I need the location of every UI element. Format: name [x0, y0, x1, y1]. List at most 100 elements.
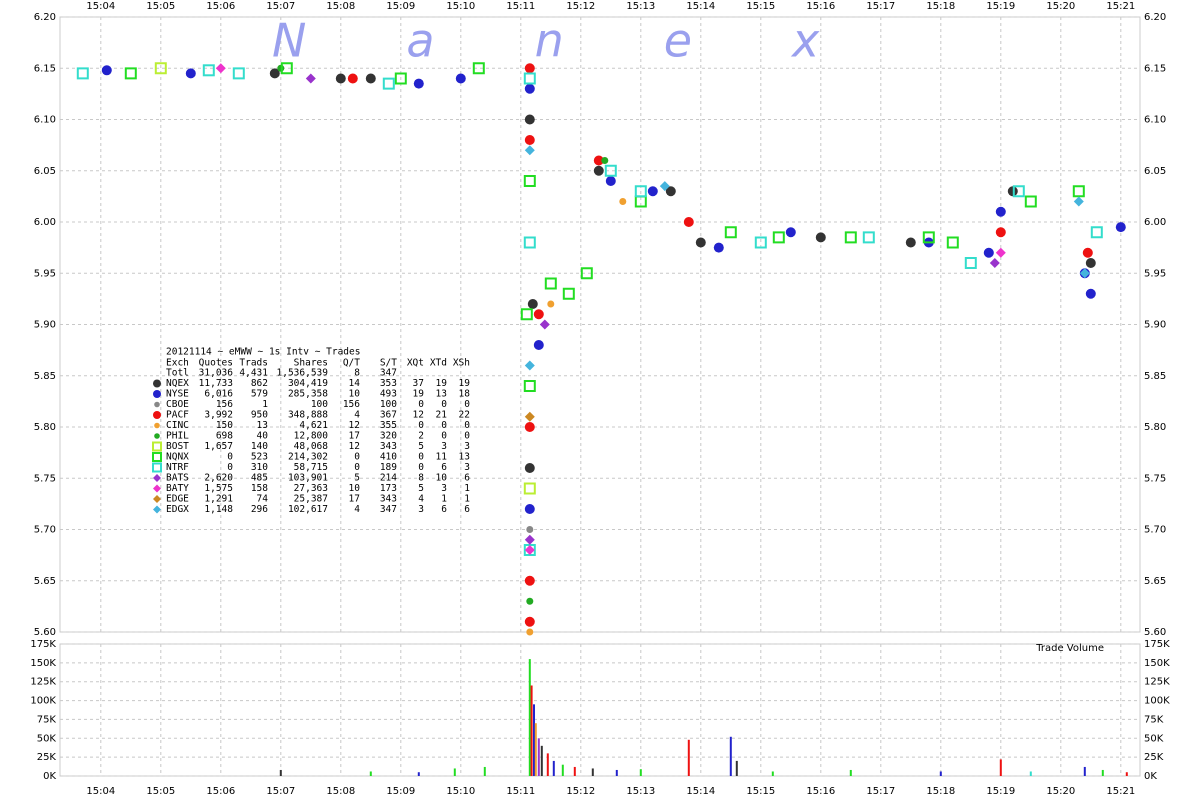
marker: [580, 267, 593, 280]
x-tick-label: 15:19: [986, 786, 1015, 797]
legend-stat: 2: [418, 431, 424, 442]
legend-stat: 862: [251, 378, 268, 389]
marker: [562, 287, 575, 300]
marker: [989, 258, 1000, 268]
x-tick-label: 15:11: [506, 786, 535, 797]
legend-stat: 285,358: [288, 389, 328, 400]
legend-stat: 1: [262, 399, 268, 410]
marker: [754, 236, 767, 249]
legend-header: S/T: [380, 358, 397, 369]
marker: [713, 242, 724, 253]
legend-stat: 6: [441, 462, 447, 473]
legend-marker: [152, 441, 162, 452]
marker: [527, 299, 538, 309]
marker: [593, 165, 604, 176]
x-tick-label: 15:07: [266, 786, 295, 797]
legend-stat: 12: [349, 441, 360, 452]
legend-total-name: Totl: [166, 368, 189, 379]
legend-entry: BATY: [166, 483, 189, 494]
marker: [619, 198, 627, 205]
marker: [964, 257, 977, 269]
legend-stat: 296: [251, 504, 268, 515]
bar: [1125, 772, 1128, 776]
legend-stat: 0: [464, 399, 470, 410]
legend-stat: 698: [216, 431, 233, 442]
marker: [1012, 185, 1025, 198]
legend-stat: 0: [464, 431, 470, 442]
x-tick-label-top: 15:13: [626, 1, 655, 12]
bar: [533, 704, 535, 776]
y-tick-label: 6.00: [34, 217, 56, 228]
bar: [561, 764, 564, 776]
marker: [524, 422, 535, 432]
legend-marker: [154, 401, 160, 408]
legend-stat: 173: [380, 483, 397, 494]
legend-entry: PHIL: [166, 431, 189, 442]
bar: [552, 760, 555, 776]
marker: [695, 237, 706, 248]
marker: [202, 64, 215, 77]
x-tick-label-top: 15:08: [326, 1, 355, 12]
y-tick-label-right: 6.15: [1144, 63, 1166, 74]
marker: [533, 340, 544, 350]
legend-stat: 5: [354, 473, 360, 484]
legend-stat: 19: [413, 389, 425, 400]
bar: [939, 771, 942, 776]
y-tick-label-right: 5.65: [1144, 576, 1166, 587]
legend-stat: 6: [464, 473, 470, 484]
legend-stat: 0: [354, 452, 360, 463]
legend-stat: 343: [380, 494, 397, 505]
marker: [683, 217, 694, 227]
y-tick-label: 125K: [30, 677, 56, 688]
y-tick-label-right: 6.20: [1144, 12, 1166, 23]
legend-stat: 103,901: [288, 473, 328, 484]
legend-marker: [154, 422, 160, 429]
marker: [124, 67, 137, 80]
legend-stat: 156: [216, 399, 233, 410]
y-tick-label-right: 5.85: [1144, 371, 1166, 382]
x-tick-label: 15:10: [446, 786, 475, 797]
legend-stat: 150: [216, 420, 233, 431]
legend-stat: 343: [380, 441, 397, 452]
marker: [394, 72, 407, 85]
marker: [520, 308, 533, 321]
marker: [1115, 222, 1126, 233]
marker: [101, 65, 112, 76]
marker: [1085, 258, 1096, 268]
legend-stat: 4: [418, 494, 424, 505]
legend-stat: 0: [418, 452, 424, 463]
bar: [771, 771, 774, 776]
marker: [524, 360, 535, 371]
legend-stat: 6,016: [204, 389, 233, 400]
marker: [524, 83, 535, 94]
marker: [232, 67, 245, 80]
y-tick-label-right: 100K: [1144, 696, 1170, 707]
x-tick-label-top: 15:17: [866, 1, 895, 12]
marker: [472, 62, 485, 75]
bar: [540, 745, 543, 776]
marker: [280, 62, 293, 75]
legend-stat: 523: [251, 452, 268, 463]
marker: [601, 157, 609, 164]
legend-header: Q/T: [343, 358, 360, 369]
y-tick-label-right: 0K: [1144, 771, 1157, 782]
legend-stat: 12: [413, 410, 424, 421]
marker: [523, 236, 536, 249]
legend-stat: 950: [251, 410, 268, 421]
y-tick-label: 5.85: [34, 371, 56, 382]
bar: [528, 659, 531, 776]
y-tick-label: 6.20: [34, 12, 56, 23]
marker: [413, 78, 424, 89]
marker: [269, 68, 280, 79]
legend-stat: 17: [349, 431, 360, 442]
x-tick-label: 15:16: [806, 786, 835, 797]
x-tick-label: 15:08: [326, 786, 355, 797]
y-tick-label-right: 25K: [1144, 752, 1164, 763]
legend-stat: 3,992: [204, 410, 233, 421]
bar: [530, 685, 533, 776]
marker: [524, 463, 535, 473]
legend-stat: 0: [418, 399, 424, 410]
legend-total-stat: 8: [354, 368, 360, 379]
marker: [524, 545, 535, 555]
bar: [729, 736, 732, 776]
